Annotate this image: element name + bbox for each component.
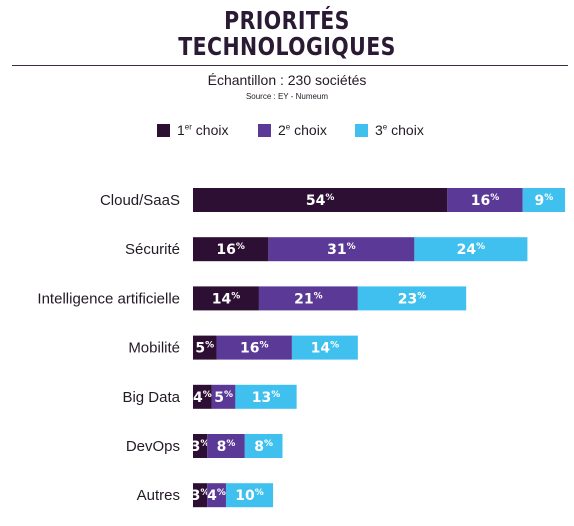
bar-segment-3: [414, 237, 528, 262]
data-label: 31%: [327, 242, 356, 258]
data-label: 16%: [471, 193, 500, 209]
chart-title-line-2: TECHNOLOGIQUES: [178, 32, 396, 61]
bar-segment-1: [193, 286, 259, 311]
legend: 1er choix 2e choix 3e choix: [0, 121, 574, 139]
data-label: 54%: [306, 193, 335, 209]
category-label: Cloud/SaaS: [100, 192, 180, 209]
bar-segment-2: [258, 286, 358, 311]
bar-segment-3: [291, 335, 358, 360]
data-label: 8%: [217, 439, 236, 455]
bar-segment-3: [522, 188, 566, 212]
legend-label-2: 2e choix: [278, 122, 327, 138]
data-label: 5%: [214, 390, 233, 406]
legend-item-3: 3e choix: [355, 121, 424, 139]
legend-item-2: 2e choix: [258, 121, 327, 139]
data-label: 10%: [235, 488, 264, 504]
bar-segment-1: [193, 237, 269, 262]
legend-swatch-3: [355, 123, 368, 137]
category-label: Autres: [137, 487, 180, 504]
bar-segment-2: [268, 237, 415, 262]
data-label: 3%: [191, 488, 210, 504]
legend-swatch-2: [258, 123, 271, 137]
legend-label-1: 1er choix: [177, 122, 229, 138]
legend-label-3-suffix: choix: [387, 122, 424, 138]
legend-label-1-suffix: choix: [191, 122, 229, 138]
category-label: Sécurité: [125, 241, 180, 258]
data-label: 9%: [535, 193, 554, 209]
bar-segment-3: [235, 384, 297, 409]
data-label: 16%: [216, 242, 245, 258]
bar-segment-1: [193, 335, 217, 360]
bar-segment-1: [193, 434, 208, 458]
bar-segment-1: [193, 384, 212, 409]
bar-segment-2: [207, 483, 226, 508]
legend-label-2-prefix: 2: [278, 122, 286, 138]
chart-source: Source : EY - Numeum: [245, 92, 329, 101]
legend-item-1: 1er choix: [157, 121, 229, 139]
data-label: 14%: [311, 341, 340, 357]
bar-segment-3: [225, 483, 274, 508]
legend-label-3: 3e choix: [375, 122, 424, 138]
category-label: DevOps: [126, 438, 180, 455]
bar-segment-1: [193, 483, 208, 508]
legend-label-3-sup: e: [382, 122, 388, 132]
legend-label-1-sup: er: [184, 122, 192, 132]
data-label: 8%: [254, 439, 273, 455]
bar-segment-2: [216, 335, 292, 360]
category-label: Big Data: [122, 389, 180, 406]
data-label: 3%: [191, 439, 210, 455]
legend-label-1-prefix: 1: [177, 122, 185, 138]
bar-segment-2: [447, 188, 523, 212]
bar-segment-1: [193, 188, 448, 212]
legend-label-3-prefix: 3: [375, 122, 383, 138]
chart-title-line-1: PRIORITÉS: [224, 6, 350, 35]
bar-segment-2: [211, 384, 236, 409]
bar-segment-3: [244, 434, 283, 458]
category-label: Mobilité: [128, 340, 180, 357]
bar-segment-2: [207, 434, 245, 458]
legend-label-2-suffix: choix: [290, 122, 327, 138]
data-label: 16%: [240, 341, 269, 357]
data-label: 4%: [207, 488, 226, 504]
legend-label-2-sup: e: [285, 122, 291, 132]
data-label: 5%: [195, 341, 214, 357]
category-label: Intelligence artificielle: [37, 290, 180, 307]
title-divider: [12, 65, 568, 66]
data-label: 14%: [212, 291, 241, 307]
data-label: 4%: [193, 390, 212, 406]
bar-segment-3: [357, 286, 467, 311]
data-label: 13%: [252, 390, 281, 406]
data-label: 24%: [457, 242, 486, 258]
data-label: 21%: [294, 291, 323, 307]
chart-subtitle: Échantillon : 230 sociétés: [207, 72, 367, 88]
data-label: 23%: [398, 291, 427, 307]
legend-swatch-1: [157, 123, 170, 137]
